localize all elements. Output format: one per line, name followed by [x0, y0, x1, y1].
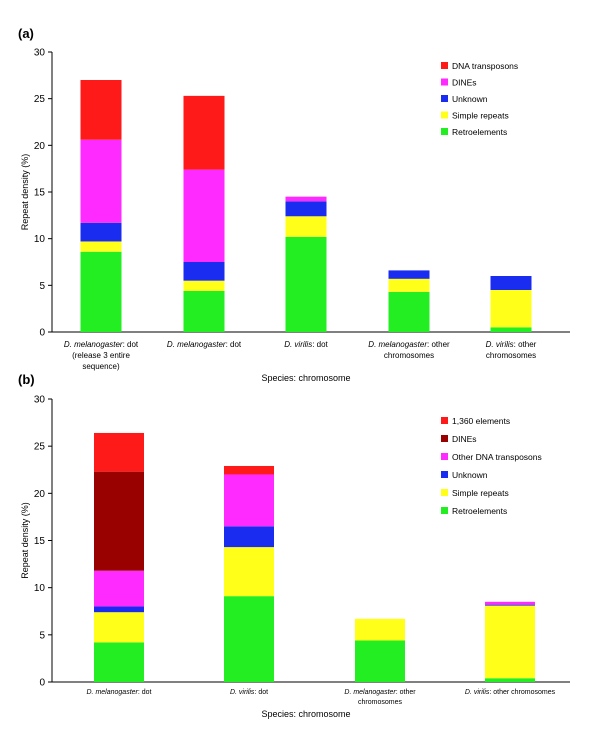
- bar-segment: [224, 596, 274, 682]
- legend-label: Retroelements: [452, 506, 507, 516]
- y-tick-label: 30: [34, 395, 46, 406]
- legend-swatch: [441, 453, 448, 460]
- legend-label: Unknown: [452, 470, 488, 480]
- bar-segment: [485, 678, 535, 682]
- bar-segment: [224, 465, 274, 475]
- y-axis-label: Repeat density (%): [20, 502, 30, 579]
- bar-segment: [94, 612, 144, 643]
- bar-segment: [80, 80, 122, 140]
- x-tick-label: D. melanogaster: dot: [167, 340, 242, 349]
- x-tick-label: D. melanogaster: other: [344, 689, 416, 696]
- legend-swatch: [441, 489, 448, 496]
- y-tick-label: 5: [39, 630, 45, 641]
- bar-segment: [490, 276, 532, 290]
- bar-segment: [94, 432, 144, 472]
- legend-swatch: [441, 471, 448, 478]
- legend-label: DINEs: [452, 434, 477, 444]
- bar-segment: [94, 642, 144, 682]
- bar-segment: [485, 601, 535, 605]
- y-tick-label: 15: [34, 536, 46, 547]
- bar-segment: [388, 291, 430, 332]
- bar-segment: [80, 222, 122, 242]
- bar-segment: [285, 196, 327, 202]
- bar-segment: [183, 262, 225, 281]
- legend-swatch: [441, 507, 448, 514]
- x-tick-label: chromosomes: [384, 351, 434, 360]
- y-tick-label: 5: [39, 281, 45, 292]
- bar-segment: [355, 618, 405, 641]
- bar-segment: [94, 471, 144, 571]
- legend-label: Simple repeats: [452, 111, 509, 121]
- x-tick-label: (release 3 entire: [72, 351, 130, 360]
- chart-b: 0 5 10 15 20 25 30 Repeat density (%) D. melanog…: [20, 395, 570, 719]
- x-axis-label: Species: chromosome: [261, 709, 350, 719]
- bar-segment: [183, 95, 225, 170]
- bar-segment: [224, 474, 274, 527]
- y-tick-label: 25: [34, 442, 46, 453]
- bar-segment: [485, 604, 535, 606]
- bar-segment: [80, 241, 122, 252]
- legend-swatch: [441, 62, 448, 69]
- bar-segment: [94, 606, 144, 613]
- legend-swatch: [441, 417, 448, 424]
- legend-label: 1,360 elements: [452, 416, 510, 426]
- chart-a: 0 5 10 15 20 25 30 Repeat density (%) D. melanog…: [20, 48, 570, 383]
- bar-segment: [285, 236, 327, 332]
- bar-segment: [285, 216, 327, 237]
- x-tick-label: D. melanogaster: other: [368, 340, 450, 349]
- legend-swatch: [441, 435, 448, 442]
- y-tick-label: 10: [34, 583, 46, 594]
- bar-segment: [224, 526, 274, 548]
- y-tick-label: 15: [34, 188, 46, 199]
- legend-label: DNA transposons: [452, 61, 518, 71]
- y-axis-label: Repeat density (%): [20, 154, 30, 231]
- bar-segment: [224, 547, 274, 597]
- bar-segment: [183, 169, 225, 262]
- bar-segment: [183, 290, 225, 332]
- legend-swatch: [441, 128, 448, 135]
- x-axis-label: Species: chromosome: [261, 373, 350, 383]
- x-tick-label: sequence): [82, 362, 120, 371]
- bar-segment: [490, 290, 532, 328]
- legend-label: Unknown: [452, 94, 488, 104]
- bar-segment: [485, 605, 535, 679]
- y-tick-label: 20: [34, 489, 46, 500]
- legend-label: Other DNA transposons: [452, 452, 542, 462]
- legend-swatch: [441, 95, 448, 102]
- y-tick-label: 10: [34, 234, 46, 245]
- bar-segment: [80, 251, 122, 332]
- legend-label: DINEs: [452, 78, 477, 88]
- x-tick-label: D. virilis: dot: [230, 689, 268, 696]
- x-tick-label: D. virilis: other chromosomes: [465, 689, 556, 696]
- legend-label: Simple repeats: [452, 488, 509, 498]
- legend-swatch: [441, 78, 448, 86]
- y-tick-label: 25: [34, 94, 46, 105]
- y-tick-label: 0: [39, 678, 45, 689]
- bar-segment: [183, 280, 225, 291]
- x-tick-label: D. melanogaster: dot: [64, 340, 139, 349]
- bar-segment: [388, 278, 430, 292]
- legend-swatch: [441, 111, 448, 119]
- bar-segment: [285, 201, 327, 217]
- x-tick-label: D. virilis: other: [486, 340, 537, 349]
- y-tick-label: 0: [39, 328, 45, 339]
- x-tick-label: D. melanogaster: dot: [87, 689, 152, 696]
- bar-segment: [388, 270, 430, 279]
- x-tick-label: D. virilis: dot: [284, 340, 328, 349]
- legend-label: Retroelements: [452, 127, 507, 137]
- bar-segment: [80, 139, 122, 223]
- panel-label-a: (a): [18, 26, 34, 41]
- panel-label-b: (b): [18, 372, 35, 387]
- bar-segment: [94, 570, 144, 607]
- y-tick-label: 20: [34, 141, 46, 152]
- x-tick-label: chromosomes: [486, 351, 536, 360]
- bar-segment: [490, 327, 532, 332]
- y-tick-label: 30: [34, 48, 46, 59]
- x-tick-label: chromosomes: [358, 699, 402, 706]
- bar-segment: [355, 640, 405, 682]
